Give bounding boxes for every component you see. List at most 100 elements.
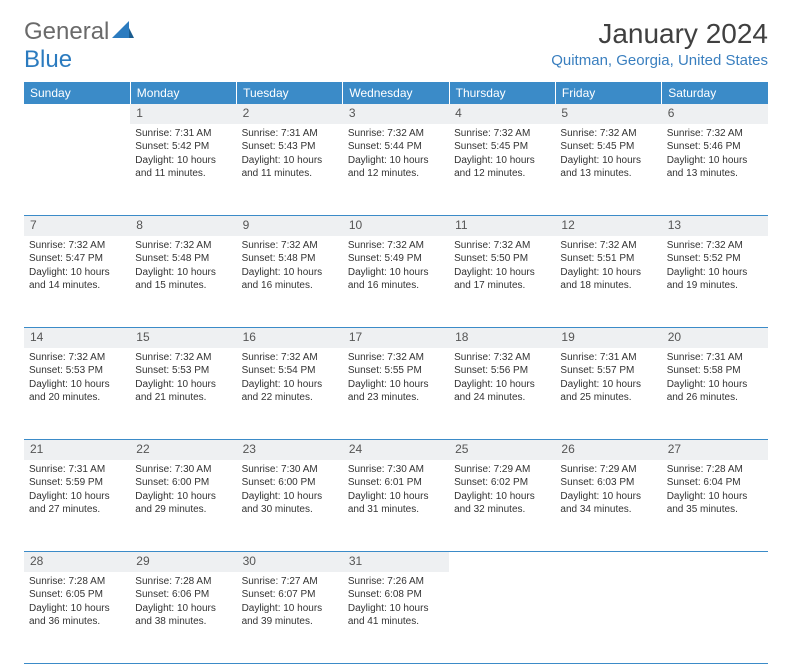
daylight-line: Daylight: 10 hours and 31 minutes. (348, 490, 444, 517)
daylight-line: Daylight: 10 hours and 23 minutes. (348, 378, 444, 405)
day-number: 5 (555, 104, 661, 124)
sunset-line: Sunset: 5:55 PM (348, 364, 444, 378)
day-cell: Sunrise: 7:31 AMSunset: 5:57 PMDaylight:… (555, 348, 661, 440)
weekday-header-row: Sunday Monday Tuesday Wednesday Thursday… (24, 82, 768, 104)
sunrise-line: Sunrise: 7:32 AM (560, 239, 656, 253)
daylight-line: Daylight: 10 hours and 17 minutes. (454, 266, 550, 293)
day-number: 23 (237, 440, 343, 460)
week-row: Sunrise: 7:32 AM Sunset: 5:47 PM Daylight:… (24, 236, 768, 328)
sunset-line: Sunset: 5:48 PM (242, 252, 338, 266)
day-cell: Sunrise: 7:30 AMSunset: 6:01 PMDaylight:… (343, 460, 449, 552)
sunrise-line: Sunrise: 7:32 AM (454, 239, 550, 253)
sunrise-line: Sunrise: 7:31 AM (135, 127, 231, 141)
sunset-line: Sunset: 5:46 PM (667, 140, 763, 154)
day-cell (555, 572, 661, 664)
sunset-line: Sunset: 6:01 PM (348, 476, 444, 490)
sunrise-line: Sunrise: 7:32 AM (667, 239, 763, 253)
sunset-line: Sunset: 6:07 PM (242, 588, 338, 602)
sunrise-line: Sunrise: 7:27 AM (242, 575, 338, 589)
sunset-line: Sunset: 5:45 PM (560, 140, 656, 154)
day-cell (24, 124, 130, 216)
daylight-line: Daylight: 10 hours and 15 minutes. (135, 266, 231, 293)
daylight-line: Daylight: 10 hours and 16 minutes. (348, 266, 444, 293)
sunrise-line: Sunrise: 7:30 AM (348, 463, 444, 477)
day-number: 21 (24, 440, 130, 460)
day-number: 6 (662, 104, 768, 124)
day-cell: Sunrise: 7:32 AMSunset: 5:47 PMDaylight:… (24, 236, 130, 328)
day-cell (662, 572, 768, 664)
sunset-line: Sunset: 5:48 PM (135, 252, 231, 266)
sunset-line: Sunset: 6:00 PM (242, 476, 338, 490)
day-number (24, 104, 130, 124)
day-cell: Sunrise: 7:32 AMSunset: 5:54 PMDaylight:… (237, 348, 343, 440)
weekday-header: Saturday (662, 82, 768, 104)
sunrise-line: Sunrise: 7:30 AM (242, 463, 338, 477)
day-number: 10 (343, 216, 449, 236)
day-number: 7 (24, 216, 130, 236)
day-number: 3 (343, 104, 449, 124)
daylight-line: Daylight: 10 hours and 36 minutes. (29, 602, 125, 629)
week-row: Sunrise: 7:32 AMSunset: 5:53 PMDaylight:… (24, 348, 768, 440)
weekday-header: Tuesday (237, 82, 343, 104)
daylight-line: Daylight: 10 hours and 11 minutes. (135, 154, 231, 181)
sunset-line: Sunset: 5:44 PM (348, 140, 444, 154)
daylight-line: Daylight: 10 hours and 18 minutes. (560, 266, 656, 293)
day-cell: Sunrise: 7:31 AMSunset: 5:59 PMDaylight:… (24, 460, 130, 552)
day-number (555, 552, 661, 572)
day-number: 30 (237, 552, 343, 572)
week-row: Sunrise: 7:31 AMSunset: 5:42 PMDaylight:… (24, 124, 768, 216)
daylight-line: Daylight: 10 hours and 22 minutes. (242, 378, 338, 405)
sunset-line: Sunset: 6:08 PM (348, 588, 444, 602)
daylight-line: Daylight: 10 hours and 20 minutes. (29, 378, 125, 405)
day-number: 28 (24, 552, 130, 572)
day-number: 14 (24, 328, 130, 348)
sunrise-line: Sunrise: 7:30 AM (135, 463, 231, 477)
day-number: 29 (130, 552, 236, 572)
day-cell: Sunrise: 7:32 AMSunset: 5:51 PMDaylight:… (555, 236, 661, 328)
sunset-line: Sunset: 6:04 PM (667, 476, 763, 490)
day-number-row: 123456 (24, 104, 768, 124)
day-cell: Sunrise: 7:32 AMSunset: 5:44 PMDaylight:… (343, 124, 449, 216)
day-cell: Sunrise: 7:32 AMSunset: 5:45 PMDaylight:… (449, 124, 555, 216)
day-number-row: 78910111213 (24, 216, 768, 236)
day-number: 20 (662, 328, 768, 348)
sunset-line: Sunset: 5:45 PM (454, 140, 550, 154)
sunset-line: Sunset: 6:02 PM (454, 476, 550, 490)
sunrise-line: Sunrise: 7:26 AM (348, 575, 444, 589)
day-number: 1 (130, 104, 236, 124)
day-cell: Sunrise: 7:32 AMSunset: 5:50 PMDaylight:… (449, 236, 555, 328)
daylight-line: Daylight: 10 hours and 30 minutes. (242, 490, 338, 517)
day-number: 16 (237, 328, 343, 348)
sunset-line: Sunset: 5:52 PM (667, 252, 763, 266)
sunrise-line: Sunrise: 7:32 AM (242, 239, 338, 253)
daylight-line: Daylight: 10 hours and 19 minutes. (667, 266, 763, 293)
day-number: 31 (343, 552, 449, 572)
sunrise-line: Sunrise: 7:31 AM (29, 463, 125, 477)
day-number: 22 (130, 440, 236, 460)
day-cell: Sunrise: 7:26 AMSunset: 6:08 PMDaylight:… (343, 572, 449, 664)
day-cell: Sunrise: 7:32 AMSunset: 5:48 PMDaylight:… (130, 236, 236, 328)
sunrise-line: Sunrise: 7:32 AM (348, 239, 444, 253)
daylight-line: Daylight: 10 hours and 39 minutes. (242, 602, 338, 629)
sunrise-line: Sunrise: 7:32 AM (348, 127, 444, 141)
sunset-line: Sunset: 5:47 PM (29, 252, 125, 266)
daylight-line: Daylight: 10 hours and 25 minutes. (560, 378, 656, 405)
day-number-row: 14151617181920 (24, 328, 768, 348)
sunset-line: Sunset: 6:06 PM (135, 588, 231, 602)
day-cell: Sunrise: 7:28 AMSunset: 6:05 PMDaylight:… (24, 572, 130, 664)
sunrise-line: Sunrise: 7:32 AM (667, 127, 763, 141)
day-number: 4 (449, 104, 555, 124)
daylight-line: Daylight: 10 hours and 21 minutes. (135, 378, 231, 405)
logo-word-blue: Blue (24, 46, 72, 73)
weekday-header: Thursday (449, 82, 555, 104)
sunset-line: Sunset: 5:50 PM (454, 252, 550, 266)
day-cell: Sunrise: 7:32 AMSunset: 5:53 PMDaylight:… (24, 348, 130, 440)
day-number: 2 (237, 104, 343, 124)
logo-word-general: General (24, 18, 109, 45)
day-cell: Sunrise: 7:32 AMSunset: 5:53 PMDaylight:… (130, 348, 236, 440)
sunset-line: Sunset: 5:54 PM (242, 364, 338, 378)
day-cell: Sunrise: 7:32 AMSunset: 5:55 PMDaylight:… (343, 348, 449, 440)
daylight-line: Daylight: 10 hours and 35 minutes. (667, 490, 763, 517)
day-cell: Sunrise: 7:32 AMSunset: 5:52 PMDaylight:… (662, 236, 768, 328)
daylight-line: Daylight: 10 hours and 16 minutes. (242, 266, 338, 293)
